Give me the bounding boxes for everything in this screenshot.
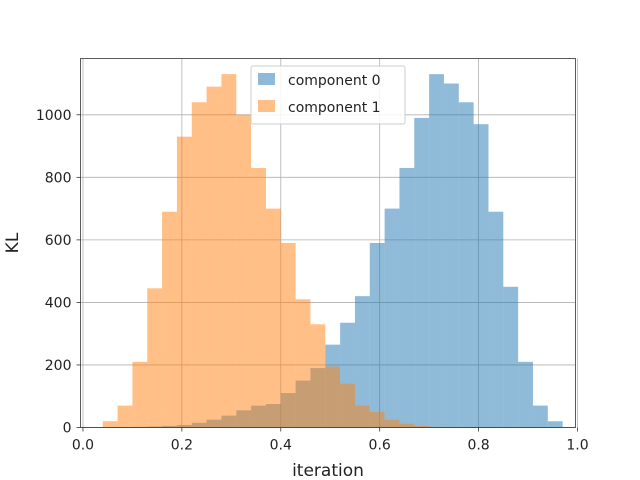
y-tick-label: 200 [45, 358, 72, 374]
bar-component-1 [206, 86, 222, 428]
y-tick-label: 400 [45, 295, 72, 311]
x-tick-label: 0.2 [171, 438, 193, 454]
x-axis-label: iteration [292, 461, 364, 480]
bar-component-1 [265, 208, 281, 428]
bar-component-1 [162, 211, 177, 428]
bar-component-1 [251, 167, 266, 428]
bar-component-1 [310, 324, 326, 428]
bar-component-1 [191, 102, 207, 428]
legend: component 0 component 1 [250, 65, 406, 125]
bar-component-1 [176, 136, 192, 428]
bar-component-1 [325, 366, 341, 428]
bar-component-1 [117, 405, 133, 428]
bar-component-0 [384, 208, 400, 428]
bar-component-1 [399, 423, 415, 428]
bar-component-1 [221, 74, 237, 428]
legend-box [250, 65, 406, 125]
bar-component-1 [132, 361, 148, 428]
y-tick-label: 0 [63, 421, 72, 437]
legend-label-component-1: component 1 [288, 100, 381, 116]
bar-component-1 [414, 425, 430, 428]
x-tick-label: 0.4 [270, 438, 292, 454]
bar-component-1 [384, 419, 400, 428]
bars-layer [102, 74, 563, 428]
bar-component-1 [147, 288, 163, 428]
y-tick-label: 1000 [36, 108, 72, 124]
bar-component-0 [443, 83, 459, 428]
bar-component-0 [458, 102, 474, 428]
bar-component-1 [236, 114, 252, 428]
bar-component-0 [399, 167, 415, 428]
legend-label-component-0: component 0 [288, 73, 381, 89]
bar-component-1 [102, 421, 118, 428]
bar-component-0 [369, 243, 385, 428]
bar-component-0 [518, 361, 533, 428]
bar-component-0 [473, 124, 489, 428]
bar-component-1 [369, 411, 385, 428]
x-tick-label: 0.8 [467, 438, 489, 454]
axis-ticks: 0.0 0.2 0.4 0.6 0.8 1.0 0 200 400 600 800 1000 [36, 108, 589, 454]
bar-component-0 [488, 211, 504, 428]
bar-component-1 [280, 243, 296, 428]
bar-component-1 [295, 299, 311, 428]
bar-component-0 [503, 286, 519, 428]
bar-component-1 [340, 383, 355, 428]
bar-component-0 [532, 405, 548, 428]
legend-swatch-component-0 [258, 73, 275, 85]
x-tick-label: 1.0 [566, 438, 588, 454]
plot-frame [80, 58, 576, 428]
y-tick-label: 600 [45, 233, 72, 249]
y-axis-label: KL [3, 232, 23, 253]
x-tick-label: 0.0 [72, 438, 94, 454]
bar-component-1 [354, 405, 370, 428]
y-tick-label: 800 [45, 170, 72, 186]
bar-component-0 [354, 296, 370, 428]
legend-swatch-component-1 [258, 100, 275, 112]
bar-component-0 [414, 117, 430, 428]
x-tick-label: 0.6 [369, 438, 391, 454]
bar-component-0 [547, 421, 563, 428]
bar-component-0 [429, 74, 444, 428]
